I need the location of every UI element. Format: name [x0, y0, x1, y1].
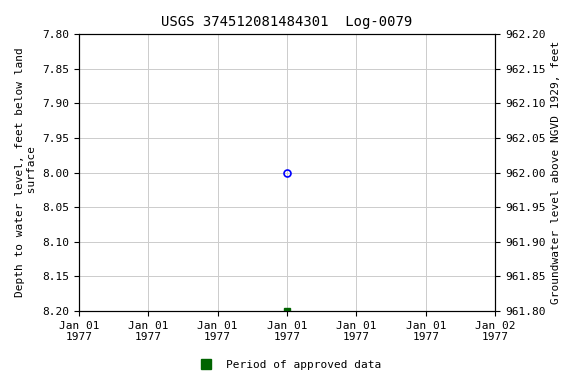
Legend: Period of approved data: Period of approved data: [191, 356, 385, 375]
Y-axis label: Groundwater level above NGVD 1929, feet: Groundwater level above NGVD 1929, feet: [551, 41, 561, 304]
Title: USGS 374512081484301  Log-0079: USGS 374512081484301 Log-0079: [161, 15, 412, 29]
Y-axis label: Depth to water level, feet below land
 surface: Depth to water level, feet below land su…: [15, 48, 37, 298]
